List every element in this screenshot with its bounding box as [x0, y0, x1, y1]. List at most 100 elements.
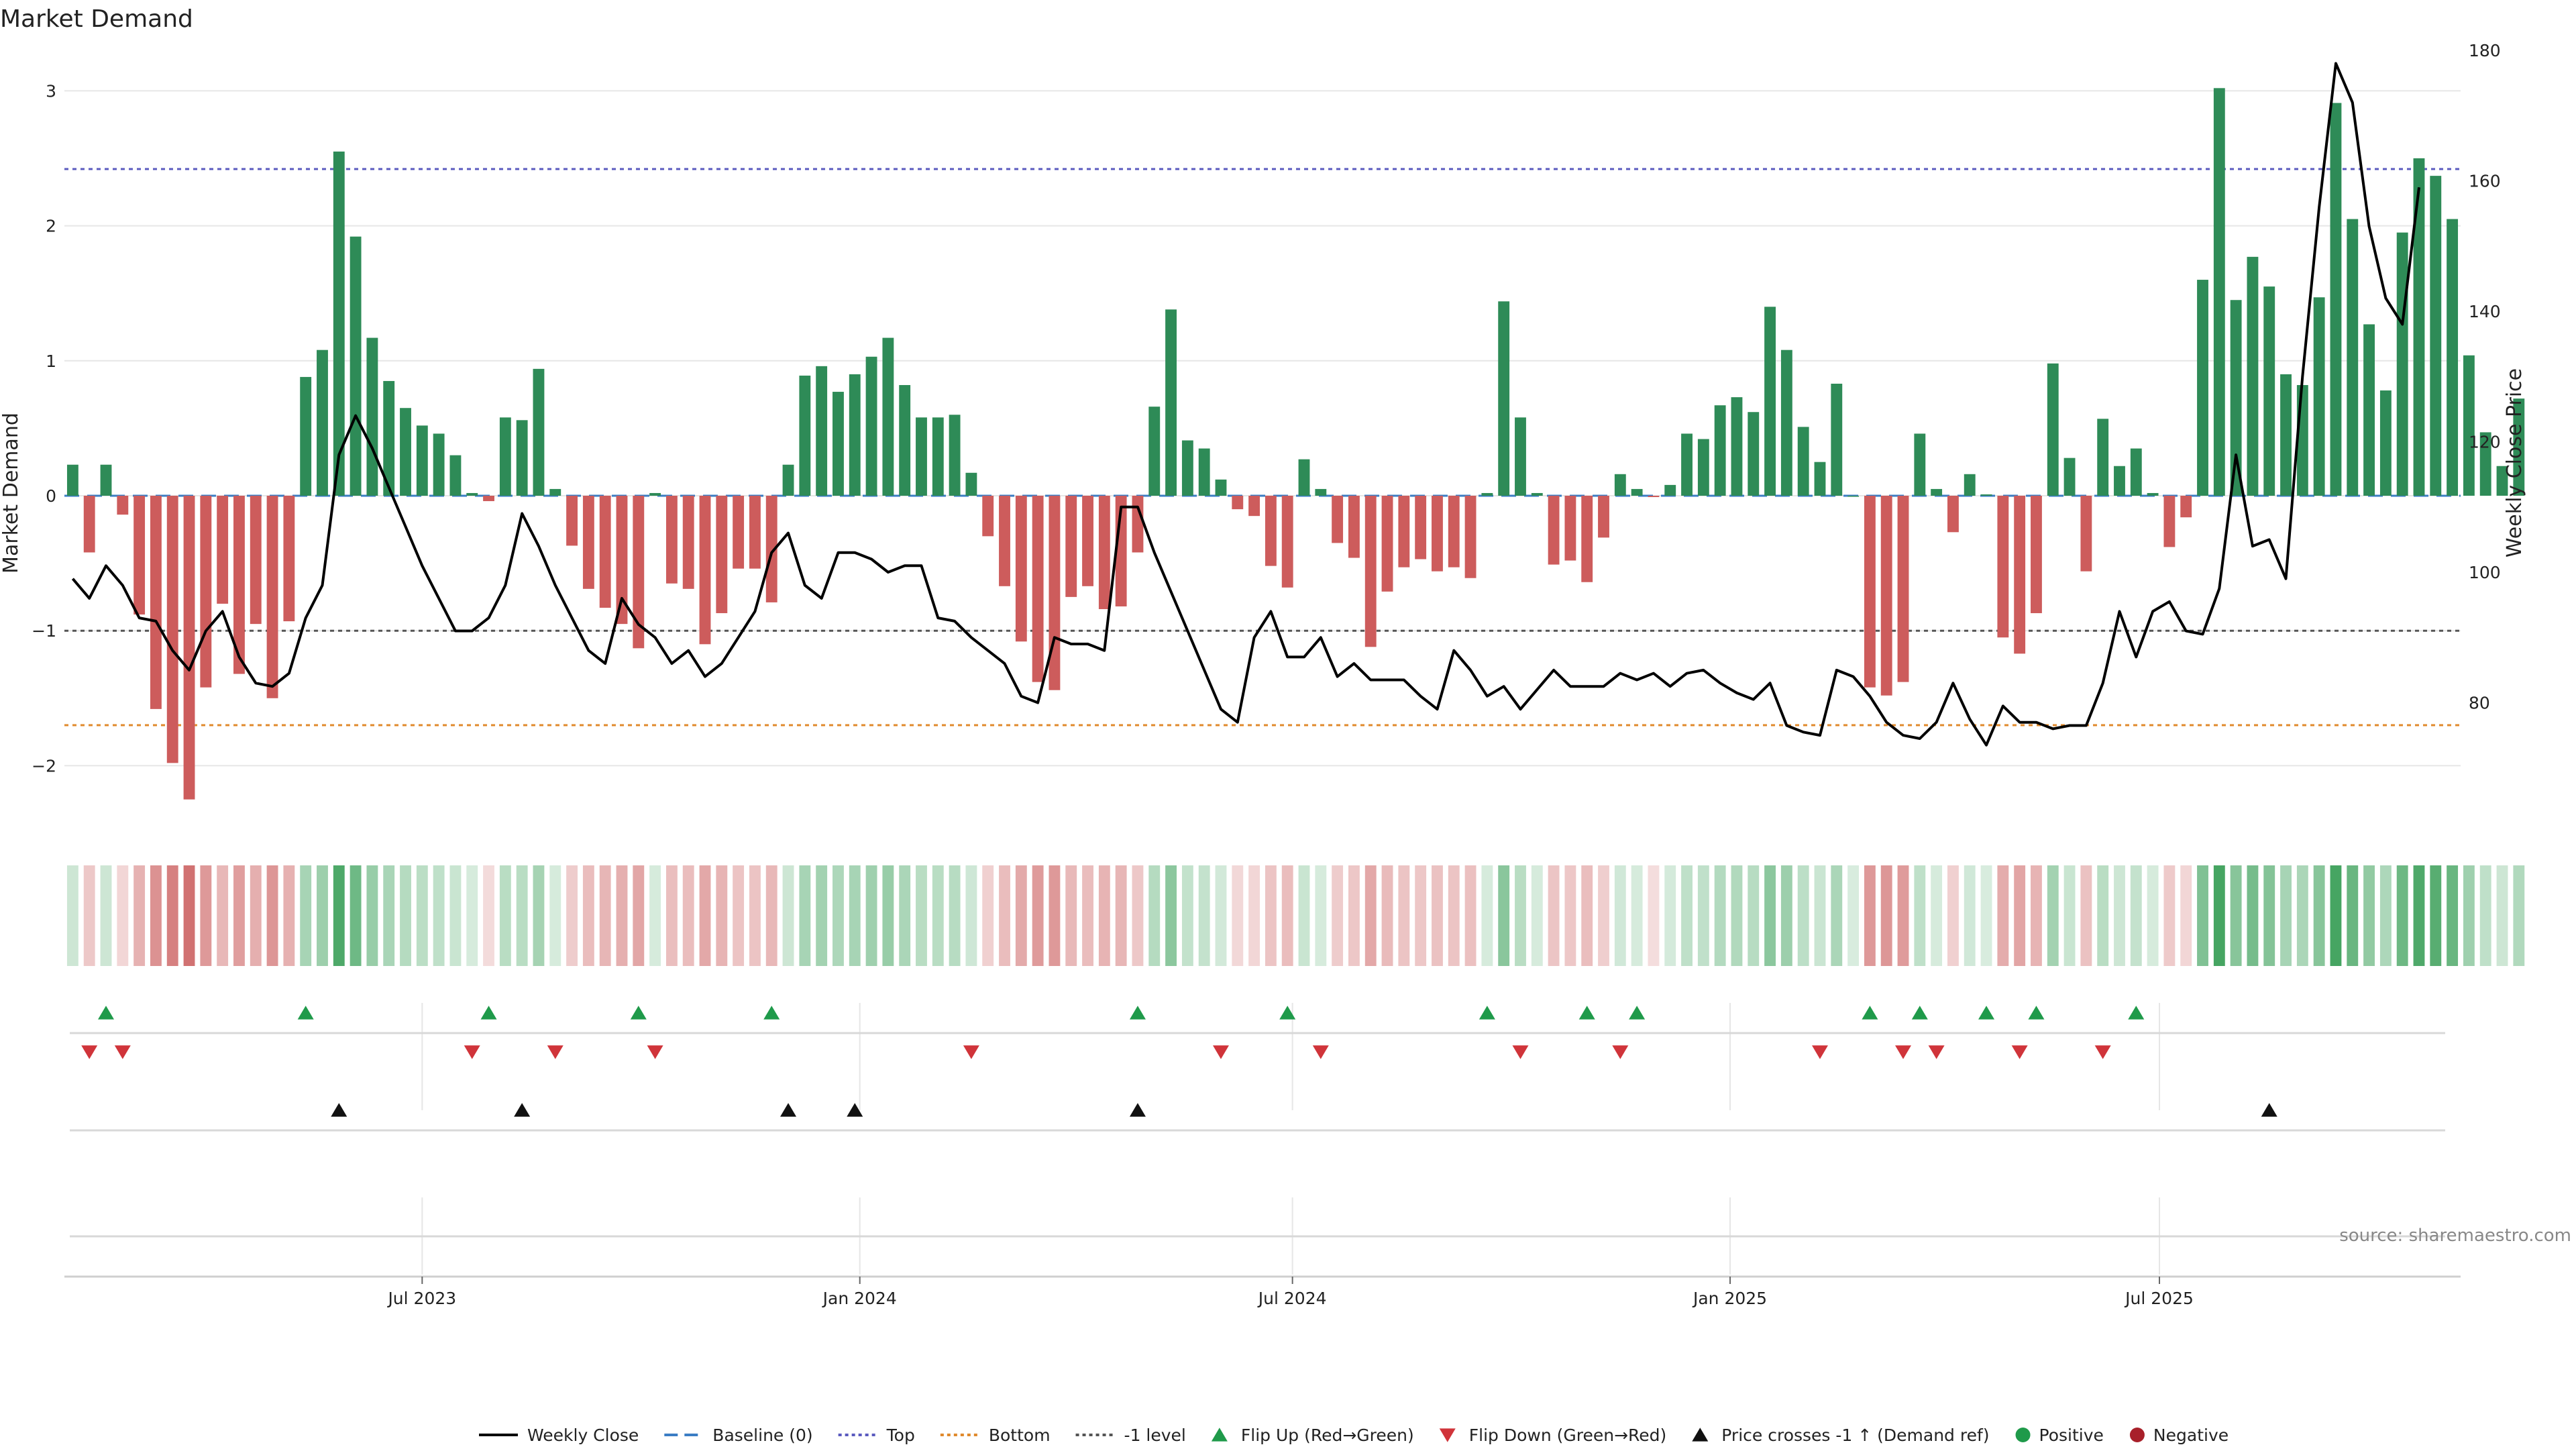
demand-bar — [83, 495, 95, 553]
demand-bar — [733, 495, 745, 569]
heat-cell — [2379, 865, 2392, 966]
demand-bar — [816, 366, 828, 496]
demand-bar — [317, 350, 328, 496]
heat-cell — [1281, 865, 1293, 966]
heat-cell — [649, 865, 661, 966]
legend-label: Flip Down (Green→Red) — [1469, 1426, 1667, 1445]
heat-cell — [982, 865, 994, 966]
heat-cell — [400, 865, 411, 966]
demand-bar — [466, 492, 478, 496]
demand-bar — [1381, 495, 1393, 592]
demand-bar — [665, 495, 678, 584]
demand-bar — [1315, 488, 1327, 496]
heat-cell — [1980, 865, 1992, 966]
legend-swatch-dot — [2129, 1428, 2145, 1442]
demand-bar — [350, 236, 362, 496]
demand-bar — [1298, 459, 1310, 496]
heat-strip — [66, 865, 2525, 966]
demand-bar — [1797, 427, 1809, 496]
heat-cell — [849, 865, 861, 966]
flip-up-marker — [1911, 1006, 1928, 1020]
heat-cell — [366, 865, 378, 966]
price-cross-marker — [847, 1103, 863, 1117]
demand-bar — [66, 464, 78, 496]
demand-bar — [1780, 350, 1792, 496]
y-axis-right: 180 160 140 120 100 80 — [2469, 41, 2501, 713]
legend-label: Top — [886, 1426, 915, 1445]
demand-bar — [682, 495, 694, 589]
heat-cell — [916, 865, 927, 966]
demand-bar — [765, 495, 777, 602]
x-tick-label: Jul 2025 — [2124, 1289, 2194, 1308]
heat-cell — [1049, 865, 1061, 966]
heat-cell — [333, 865, 345, 966]
demand-bar — [1332, 495, 1344, 543]
heat-cell — [1332, 865, 1344, 966]
heat-cell — [899, 865, 911, 966]
demand-bar — [1198, 448, 1210, 496]
heat-cell — [2430, 865, 2442, 966]
heat-cell — [1115, 865, 1127, 966]
heat-cell — [1564, 865, 1576, 966]
heat-cell — [1448, 865, 1460, 966]
flip-up-marker — [1629, 1006, 1646, 1020]
demand-bar — [1714, 405, 1726, 496]
demand-bar — [1598, 495, 1609, 538]
heat-cell — [965, 865, 977, 966]
legend-label: -1 level — [1124, 1426, 1186, 1445]
demand-bar — [2247, 256, 2259, 496]
demand-bar — [716, 495, 728, 614]
flip-down-marker — [1312, 1045, 1329, 1059]
demand-bar — [2114, 466, 2125, 496]
heat-cell — [633, 865, 645, 966]
demand-bar — [1581, 495, 1593, 582]
heat-cell — [1198, 865, 1210, 966]
heat-cell — [1232, 865, 1244, 966]
demand-bar — [1614, 474, 1626, 496]
heat-cell — [1797, 865, 1809, 966]
demand-bar — [1748, 412, 1760, 496]
demand-bar — [1897, 495, 1909, 682]
demand-bar — [1914, 433, 1926, 496]
flip-up-marker — [2028, 1006, 2045, 1020]
heat-cell — [1764, 865, 1776, 966]
heat-cell — [499, 865, 511, 966]
legend-item: Flip Up (Red→Green) — [1211, 1426, 1414, 1445]
heat-cell — [200, 865, 212, 966]
legend-label: Weekly Close — [527, 1426, 639, 1445]
demand-bar — [1964, 474, 1976, 496]
demand-bar — [2496, 466, 2508, 496]
heat-cell — [1215, 865, 1227, 966]
demand-bar — [2147, 492, 2159, 496]
demand-bar — [433, 433, 445, 496]
demand-bar — [333, 151, 345, 496]
heat-cell — [2513, 865, 2525, 966]
demand-bar — [1847, 495, 1860, 497]
heat-cell — [449, 865, 462, 966]
demand-bar — [2330, 103, 2342, 496]
heat-cell — [383, 865, 395, 966]
heat-cell — [882, 865, 894, 966]
demand-bar — [1132, 495, 1144, 553]
heat-cell — [1515, 865, 1526, 966]
x-tick-label: Jan 2024 — [822, 1289, 897, 1308]
heat-cell — [2347, 865, 2359, 966]
heat-cell — [1648, 865, 1660, 966]
demand-bar — [1082, 495, 1093, 586]
demand-bar — [2063, 458, 2076, 496]
heat-cell — [1931, 865, 1943, 966]
demand-bar — [882, 337, 894, 496]
heat-cell — [117, 865, 129, 966]
heat-cell — [416, 865, 428, 966]
heat-cell — [1498, 865, 1510, 966]
heat-cell — [1731, 865, 1743, 966]
heat-cell — [2147, 865, 2159, 966]
heat-cell — [1148, 865, 1161, 966]
flip-down-marker — [1811, 1045, 1828, 1059]
heat-cell — [2280, 865, 2292, 966]
heat-cell — [1248, 865, 1260, 966]
heat-cell — [2479, 865, 2491, 966]
y-left-tick-label: 1 — [46, 352, 56, 371]
demand-bar — [2413, 158, 2425, 496]
